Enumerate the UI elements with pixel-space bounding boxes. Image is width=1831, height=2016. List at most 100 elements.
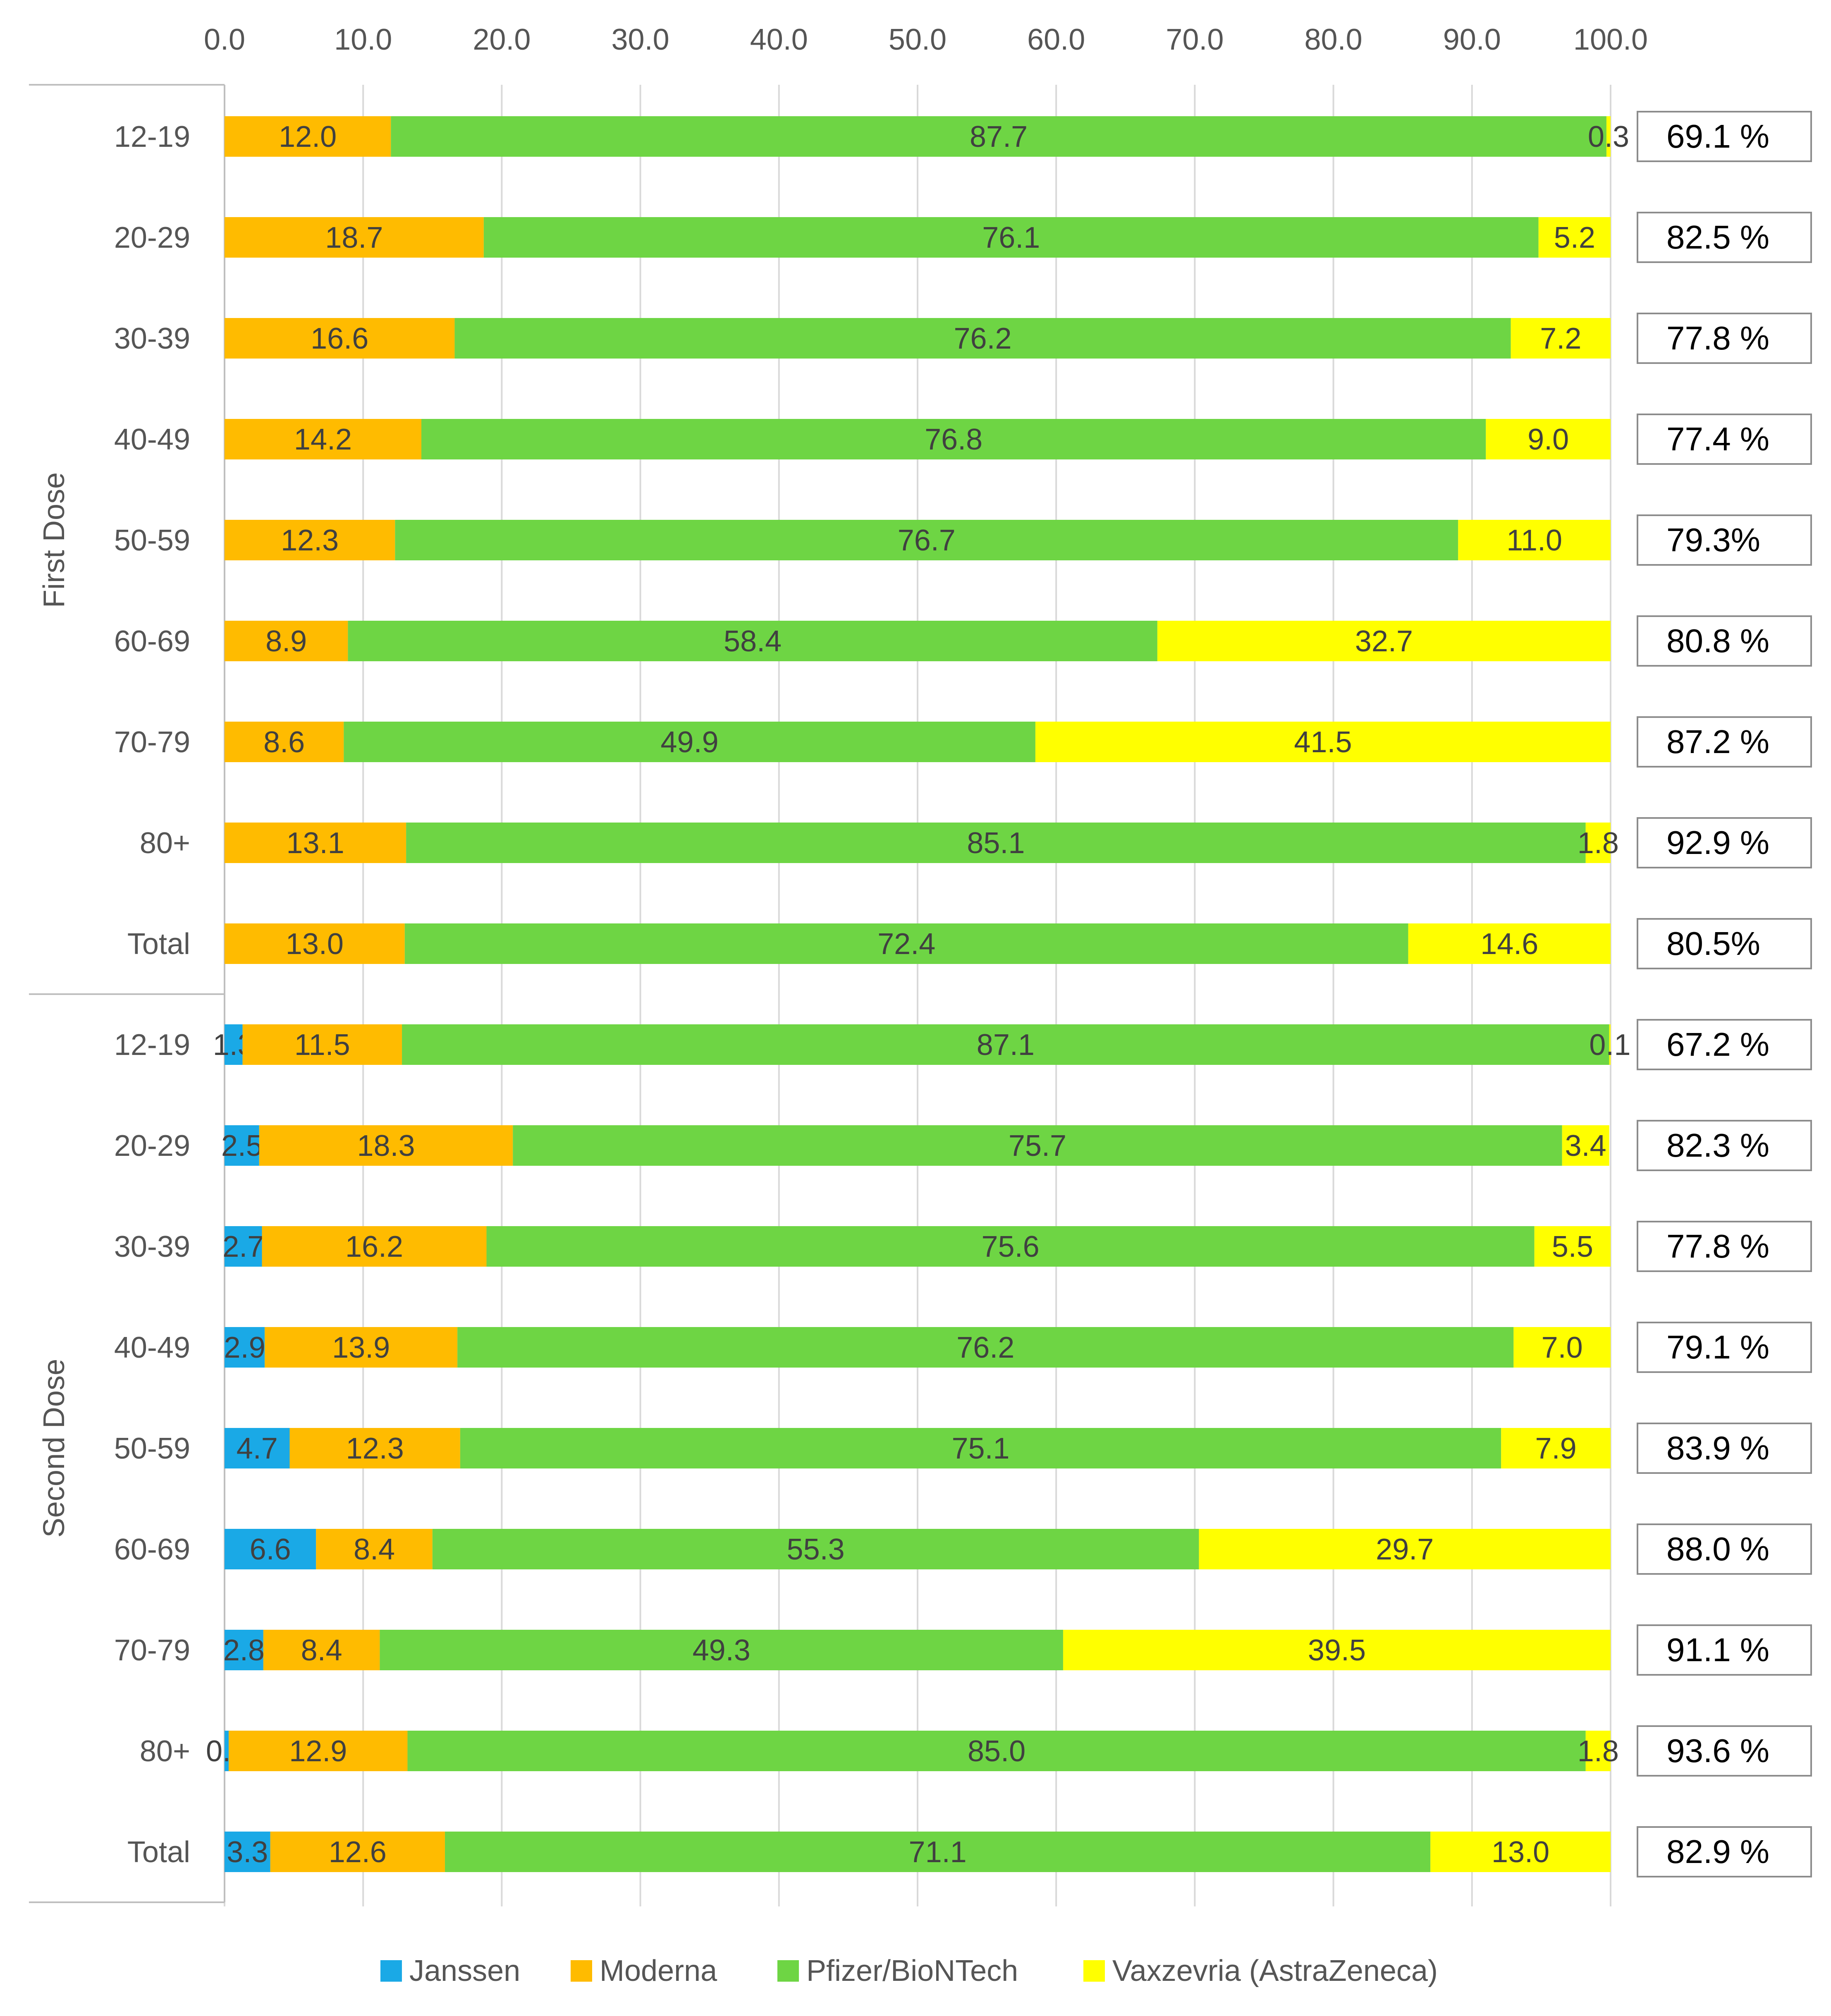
data-label: 3.3 <box>227 1836 268 1869</box>
side-value-box <box>1637 1725 1812 1777</box>
category-label: 20-29 <box>114 1129 190 1162</box>
group-labels: First Dose Second Dose <box>38 472 71 1538</box>
category-label: 80+ <box>140 827 190 860</box>
side-value-text: 79.3% <box>1666 521 1760 558</box>
bar-segment <box>1157 621 1611 661</box>
side-value-text: 93.6 % <box>1666 1732 1769 1769</box>
category-label: 80+ <box>140 1735 190 1768</box>
data-label: 7.2 <box>1540 322 1581 355</box>
side-value-text: 82.3 % <box>1666 1127 1769 1164</box>
category-label: 70-79 <box>114 1634 190 1667</box>
bar-segment <box>316 1529 433 1569</box>
bar-segment <box>1562 1125 1609 1166</box>
data-label: 55.3 <box>787 1533 845 1566</box>
bar-segment <box>1534 1226 1611 1267</box>
category-label: 40-49 <box>114 423 190 456</box>
x-tick-label: 100.0 <box>1573 23 1648 56</box>
category-label: 40-49 <box>114 1331 190 1364</box>
bar-segment <box>1585 823 1611 863</box>
data-label: 2.8 <box>223 1634 265 1667</box>
data-label: 5.5 <box>1552 1230 1593 1263</box>
category-label: 50-59 <box>114 1432 190 1465</box>
side-value-text: 82.5 % <box>1666 219 1769 256</box>
side-value-box <box>1637 1826 1812 1877</box>
data-label: 8.6 <box>263 726 305 759</box>
side-value-box <box>1637 1624 1812 1676</box>
bar-segment <box>348 621 1157 661</box>
side-value-text: 77.8 % <box>1666 1228 1769 1265</box>
data-label: 12.3 <box>346 1432 404 1465</box>
bar-segment <box>1513 1327 1611 1368</box>
category-label: Total <box>127 928 190 961</box>
data-label: 8.9 <box>265 625 307 658</box>
legend-label: Vaxzevria (AstraZeneca) <box>1112 1954 1438 1987</box>
side-value-box <box>1637 1019 1812 1070</box>
data-label: 85.1 <box>967 827 1025 860</box>
data-label: 2.7 <box>222 1230 264 1263</box>
data-label: 12.6 <box>329 1836 387 1869</box>
side-value-box <box>1637 1423 1812 1474</box>
bar-segment <box>242 1024 402 1065</box>
x-axis-ticks: 0.0 10.0 20.0 30.0 40.0 50.0 60.0 70.0 80.0 90.0 1… <box>204 23 1648 56</box>
bar-segment <box>1408 923 1611 964</box>
category-label: 12-19 <box>114 1028 190 1062</box>
data-label: 7.0 <box>1542 1331 1583 1364</box>
bar-segment <box>263 1630 380 1670</box>
side-value-text: 80.5% <box>1666 925 1760 962</box>
x-tick-label: 20.0 <box>473 23 531 56</box>
x-tick-label: 30.0 <box>612 23 669 56</box>
data-label: 6.6 <box>250 1533 291 1566</box>
data-label: 8.4 <box>354 1533 395 1566</box>
bar-segment <box>289 1428 460 1468</box>
data-label: 11.0 <box>1506 524 1562 557</box>
side-value-box <box>1637 817 1812 868</box>
side-value-box <box>1637 1221 1812 1272</box>
bar-segment <box>225 923 405 964</box>
data-label: 76.1 <box>982 221 1040 254</box>
side-value-text: 77.8 % <box>1666 320 1769 356</box>
side-value-box <box>1637 212 1812 263</box>
bar-segment <box>1585 1731 1611 1771</box>
data-label: 14.6 <box>1480 928 1538 961</box>
bar-segment <box>225 1630 263 1670</box>
legend-swatch <box>777 1960 799 1982</box>
data-label: 87.7 <box>970 120 1028 153</box>
bars: 12.0 87.7 0.3 18.7 76.1 5.2 16.6 76.2 7.2 14.2 76.… <box>206 116 1630 1872</box>
data-label: 3.4 <box>1565 1129 1606 1162</box>
category-label: 70-79 <box>114 726 190 759</box>
x-tick-label: 60.0 <box>1027 23 1085 56</box>
legend-label: Pfizer/BioNTech <box>806 1954 1018 1987</box>
data-label: 12.9 <box>289 1735 347 1768</box>
side-value-text: 91.1 % <box>1666 1631 1769 1668</box>
side-value-text: 87.2 % <box>1666 723 1769 760</box>
bar-segment <box>513 1125 1562 1166</box>
bar-segment <box>225 1428 290 1468</box>
bar-segment <box>225 1731 229 1771</box>
side-value-box <box>1637 716 1812 768</box>
bar-segment <box>483 217 1539 258</box>
category-label: 30-39 <box>114 1230 190 1263</box>
data-label: 2.5 <box>221 1129 263 1162</box>
data-label: 75.1 <box>951 1432 1009 1465</box>
side-value-box <box>1637 1322 1812 1373</box>
bar-segment <box>225 1024 243 1065</box>
data-label: 1.8 <box>1578 1735 1619 1768</box>
bar-segment <box>344 722 1035 762</box>
data-label: 4.7 <box>237 1432 278 1465</box>
data-label: 12.0 <box>279 120 337 153</box>
bar-segment <box>445 1832 1431 1872</box>
side-value-box <box>1637 514 1812 566</box>
x-tick-label: 10.0 <box>334 23 392 56</box>
data-label: 9.0 <box>1527 423 1569 456</box>
bar-segment <box>1199 1529 1611 1569</box>
data-label: 16.2 <box>345 1230 403 1263</box>
bar-segment <box>262 1226 487 1267</box>
bar-segment <box>225 318 455 359</box>
data-label: 72.4 <box>877 928 935 961</box>
bar-segment <box>1538 217 1611 258</box>
bar-segment <box>380 1630 1063 1670</box>
x-tick-label: 40.0 <box>750 23 808 56</box>
data-label: 5.2 <box>1554 221 1595 254</box>
bar-segment <box>432 1529 1199 1569</box>
side-value-box <box>1637 111 1812 162</box>
